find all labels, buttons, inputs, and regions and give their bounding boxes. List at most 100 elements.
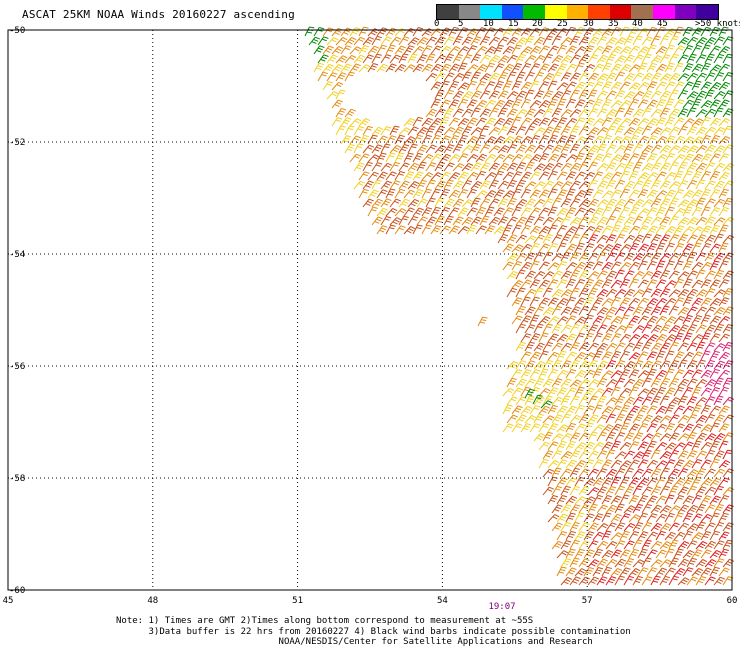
wind-barb: [673, 45, 685, 55]
wind-barb: [601, 566, 612, 577]
wind-barb: [718, 548, 729, 559]
wind-barb: [583, 188, 594, 199]
wind-barb: [385, 44, 396, 55]
wind-barb: [331, 99, 343, 109]
wind-barb: [641, 341, 652, 352]
wind-barb: [677, 108, 689, 118]
wind-barb: [713, 433, 726, 442]
wind-barb: [614, 233, 626, 244]
wind-barb: [547, 63, 559, 73]
wind-barb: [569, 89, 580, 100]
wind-barb: [682, 190, 695, 199]
wind-barb: [713, 360, 725, 370]
wind-barb: [655, 441, 668, 451]
wind-barb: [488, 36, 501, 46]
scale-label: >50 knots: [695, 19, 740, 29]
wind-barb: [659, 180, 671, 190]
wind-barb: [520, 153, 533, 163]
wind-barb: [349, 46, 362, 55]
wind-barb: [677, 73, 690, 82]
wind-barb: [506, 71, 517, 82]
wind-barb: [686, 145, 699, 154]
wind-barb: [695, 37, 708, 46]
wind-barb: [367, 189, 379, 199]
wind-barb: [682, 405, 695, 415]
wind-barb: [722, 377, 733, 388]
wind-barb: [466, 207, 478, 217]
wind-barb: [439, 99, 451, 109]
wind-barb: [542, 180, 555, 190]
wind-barb: [506, 162, 518, 172]
wind-barb: [443, 36, 455, 46]
wind-barb: [686, 523, 699, 532]
wind-barb: [605, 252, 617, 262]
wind-barb: [673, 170, 684, 181]
wind-barb: [551, 522, 563, 532]
wind-barb: [524, 54, 537, 64]
wind-barb: [592, 368, 603, 379]
wind-barb: [587, 559, 600, 568]
wind-barb: [596, 540, 609, 550]
map-frame: [7, 29, 733, 591]
wind-barb: [619, 441, 632, 451]
wind-barb: [704, 449, 716, 460]
wind-barb: [691, 63, 703, 73]
wind-barb: [542, 144, 554, 154]
wind-barb: [673, 81, 685, 91]
wind-barb: [556, 566, 567, 577]
wind-barb: [664, 334, 677, 343]
wind-barb: [592, 459, 604, 469]
wind-barb: [650, 575, 661, 586]
wind-barb: [605, 72, 617, 82]
wind-barb: [398, 127, 411, 136]
wind-barb: [578, 468, 590, 478]
wind-barb: [439, 63, 451, 73]
wind-barb: [610, 261, 622, 271]
wind-barb: [533, 342, 545, 352]
wind-barb: [596, 54, 608, 64]
wind-barb: [488, 162, 500, 172]
wind-barb: [659, 216, 671, 226]
wind-barb: [574, 189, 587, 199]
wind-barb: [380, 162, 393, 172]
wind-barb: [569, 467, 580, 478]
wind-barb: [493, 189, 505, 199]
wind-barb: [682, 226, 695, 235]
wind-barb: [673, 135, 686, 145]
wind-barb: [547, 98, 558, 109]
wind-barb: [700, 513, 713, 523]
wind-barb: [677, 234, 689, 244]
wind-barb: [560, 251, 571, 262]
wind-barb: [709, 368, 721, 379]
wind-barb: [637, 548, 648, 559]
wind-barb: [344, 108, 356, 118]
wind-barb: [569, 287, 580, 298]
wind-barb: [650, 127, 663, 136]
wind-barb: [592, 350, 603, 361]
wind-barb: [677, 558, 689, 568]
wind-barb: [659, 90, 671, 100]
wind-barb: [713, 485, 724, 496]
wind-barb: [556, 225, 568, 235]
wind-barb: [632, 91, 645, 100]
wind-barb: [655, 476, 667, 487]
wind-barb: [637, 370, 650, 379]
wind-barb: [538, 332, 549, 343]
wind-barb: [646, 531, 658, 541]
wind-barb: [484, 206, 495, 217]
wind-barb: [511, 297, 523, 307]
wind-barb: [704, 379, 717, 388]
wind-barb: [569, 251, 580, 262]
wind-barb: [691, 386, 702, 397]
wind-barb: [682, 99, 695, 109]
wind-barb: [421, 134, 432, 145]
wind-barb: [655, 99, 667, 109]
wind-barb: [686, 107, 697, 118]
wind-barb: [565, 278, 576, 289]
wind-barb: [434, 54, 446, 64]
wind-barb: [601, 333, 613, 343]
wind-barb: [538, 368, 549, 379]
wind-barb: [569, 557, 580, 568]
wind-barb: [673, 207, 686, 217]
wind-barb: [722, 341, 733, 352]
